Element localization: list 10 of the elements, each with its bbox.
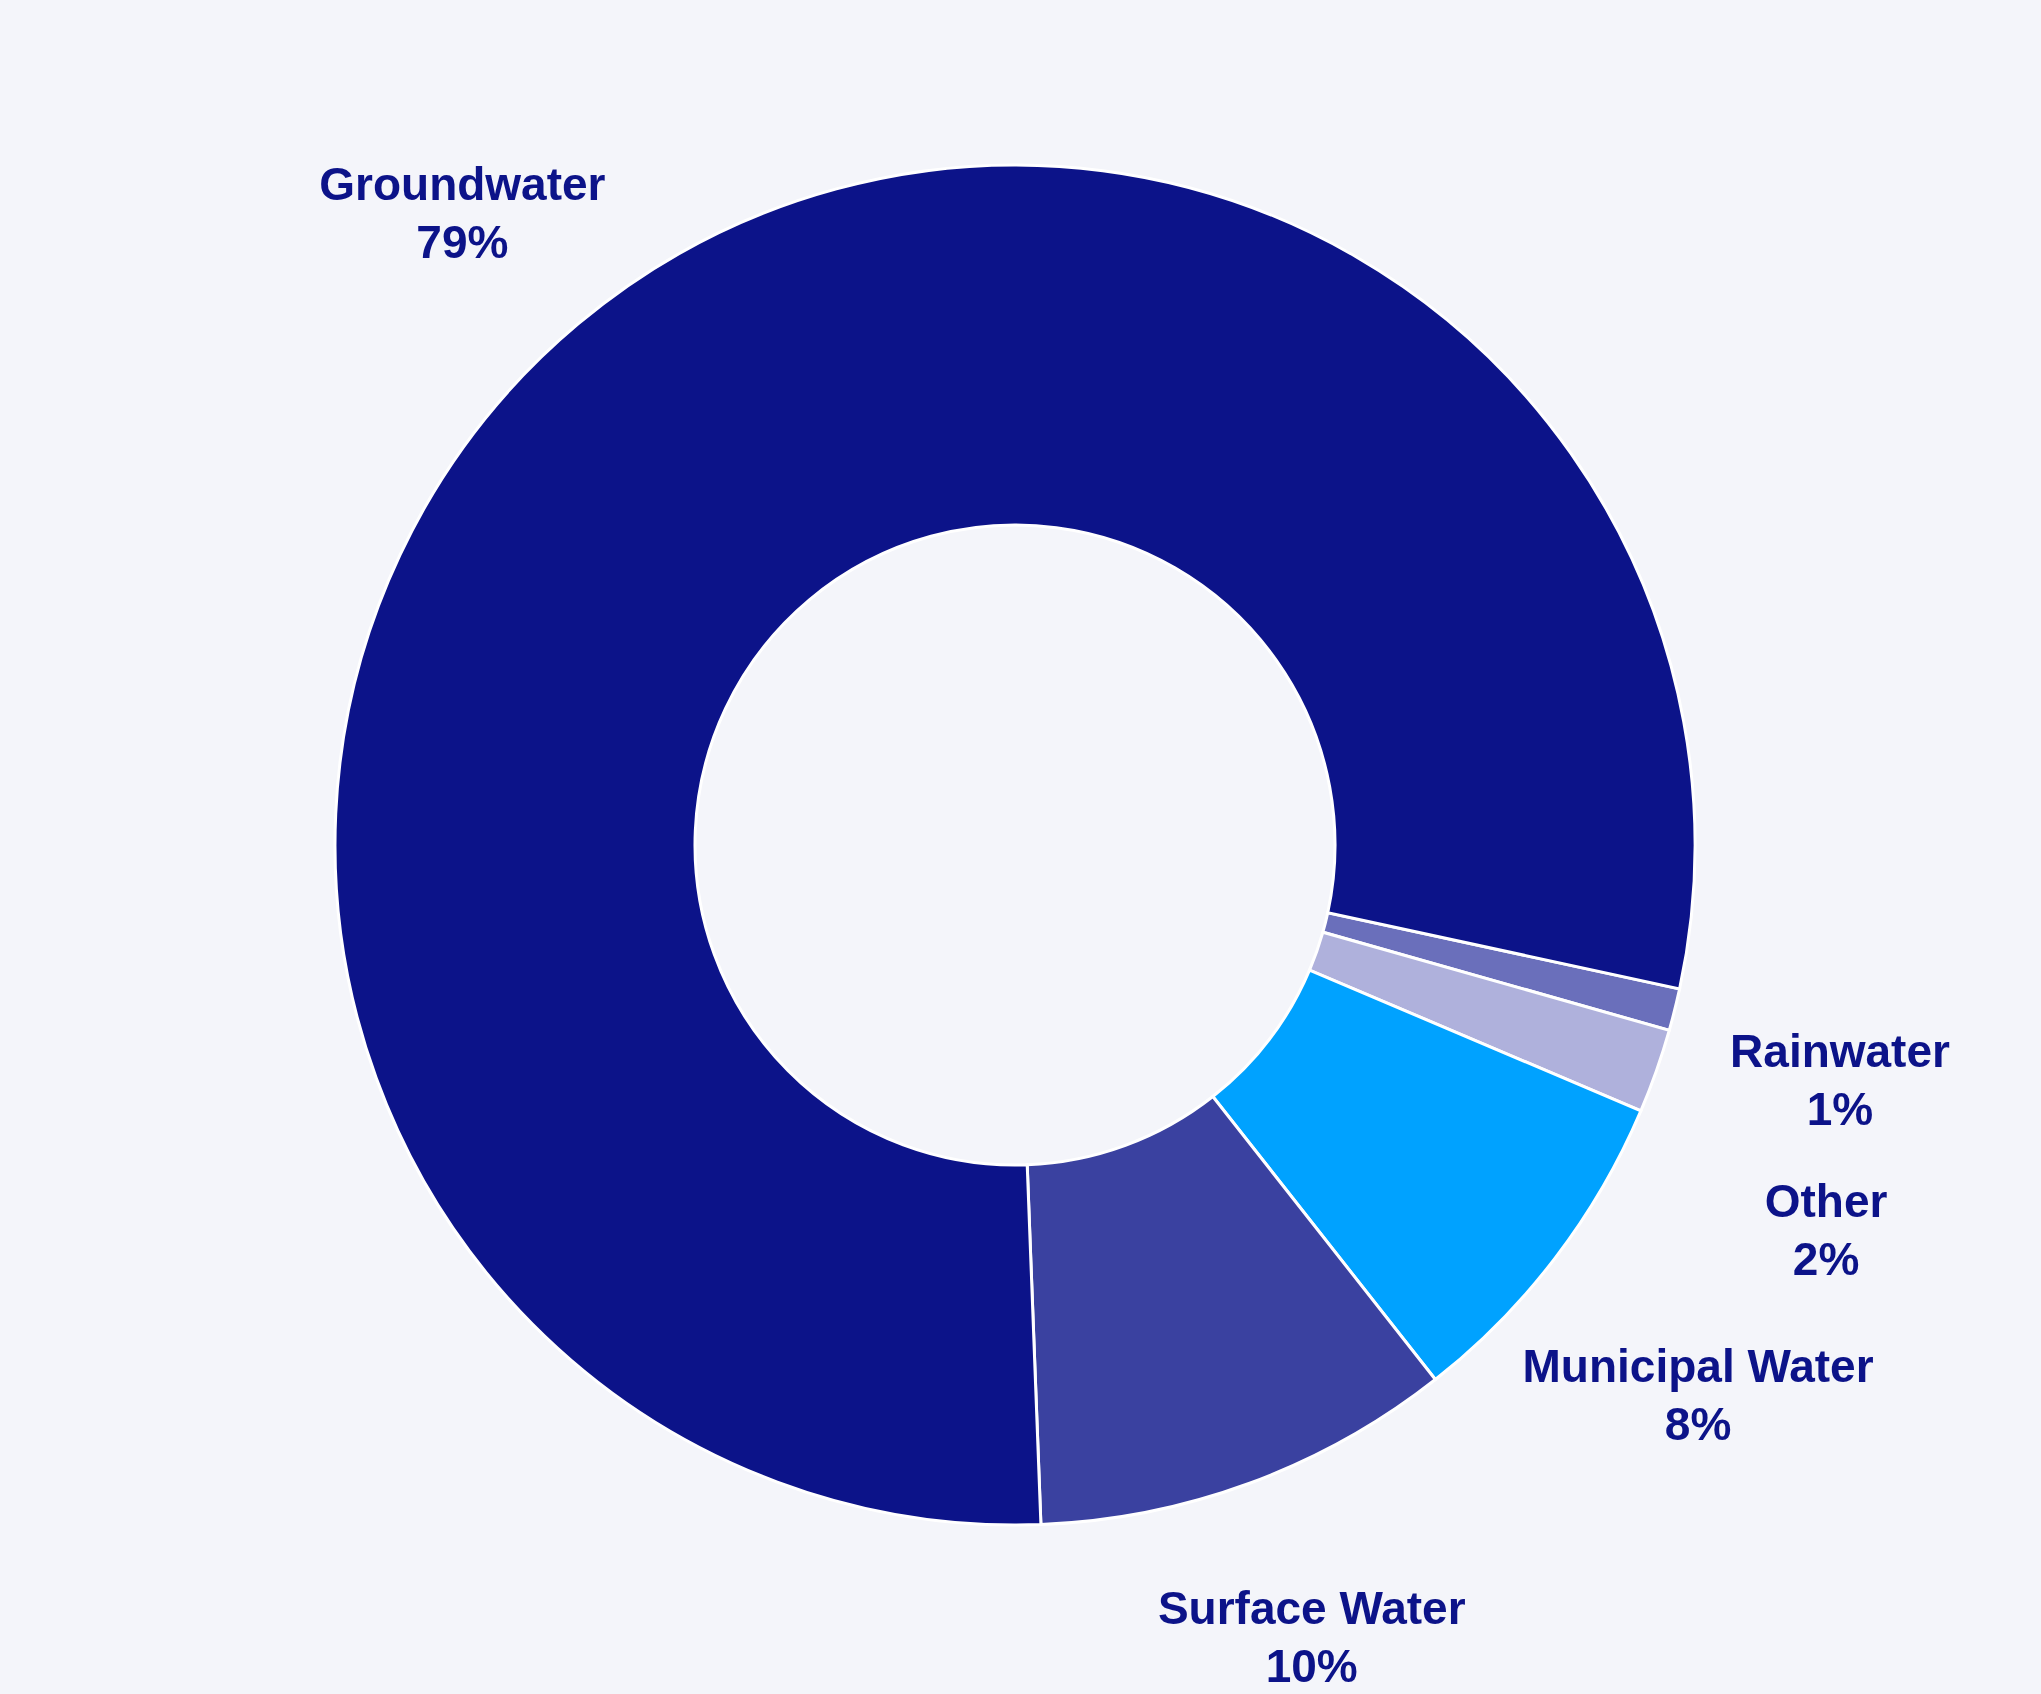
slice-label: Surface Water (1157, 1582, 1466, 1634)
slice-label: Other (1764, 1175, 1888, 1228)
slice-label: Municipal Water (1522, 1339, 1874, 1392)
data-label: 2% (1792, 1233, 1860, 1286)
slice-label: Rainwater (1730, 1025, 1951, 1078)
slice-label: Groundwater (319, 158, 606, 211)
data-label: 8% (1664, 1397, 1732, 1450)
data-label: 79% (416, 216, 509, 269)
data-label: 10% (1265, 1640, 1358, 1692)
data-label: 1% (1806, 1083, 1874, 1136)
